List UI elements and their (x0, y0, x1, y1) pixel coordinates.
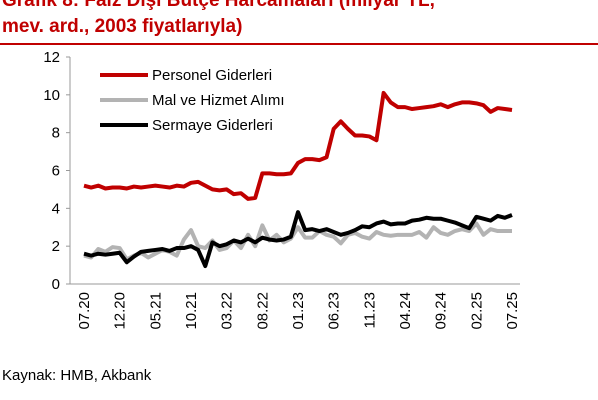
series-line (83, 90, 513, 201)
x-tick-label: 03.22 (219, 292, 236, 330)
x-tick-label: 12.20 (112, 292, 129, 330)
series-line (83, 221, 512, 262)
y-tick-label: 12 (43, 49, 60, 66)
x-tick-label: 05.21 (147, 292, 164, 330)
y-tick-label: 2 (52, 238, 60, 255)
x-tick-label: 06.23 (326, 292, 343, 330)
x-tick-label: 01.23 (290, 292, 307, 330)
series-line (83, 210, 513, 269)
chart-title: mev. ard., 2003 fiyatlarıyla) (2, 16, 242, 37)
x-tick-label: 02.25 (468, 292, 485, 330)
x-tick-label: 09.24 (433, 292, 450, 330)
legend-label: Mal ve Hizmet Alımı (152, 92, 285, 109)
x-tick-label: 07.20 (76, 292, 93, 330)
x-tick-label: 08.22 (254, 292, 271, 330)
chart-title: Grafik 8: Faiz Dışı Bütçe Harcamaları (m… (2, 0, 435, 11)
x-tick-label: 10.21 (183, 292, 200, 330)
legend-label: Sermaye Giderleri (152, 117, 273, 134)
y-tick-label: 6 (52, 163, 60, 180)
x-tick-label: 04.24 (397, 292, 414, 330)
x-tick-label: 07.25 (504, 292, 521, 330)
legend-label: Personel Giderleri (152, 67, 272, 84)
y-tick-label: 8 (52, 125, 60, 142)
source: Kaynak: HMB, Akbank (2, 367, 152, 384)
y-tick-label: 0 (52, 276, 60, 293)
x-tick-label: 11.23 (361, 292, 378, 328)
y-tick-label: 10 (43, 87, 60, 104)
y-tick-label: 4 (52, 200, 60, 217)
